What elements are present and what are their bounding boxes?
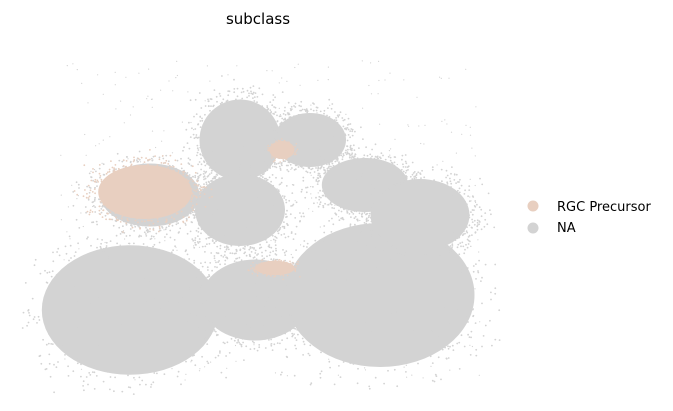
series-na-points (21, 60, 501, 395)
legend-label-na: NA (557, 221, 576, 236)
series-rgc-precursor-points (73, 138, 301, 281)
legend-marker-na (527, 222, 539, 234)
legend: RGC Precursor NA (527, 200, 651, 236)
chart-title: subclass (226, 10, 290, 28)
legend-marker-rgc-precursor (527, 200, 539, 212)
legend-label-rgc-precursor: RGC Precursor (557, 200, 651, 215)
